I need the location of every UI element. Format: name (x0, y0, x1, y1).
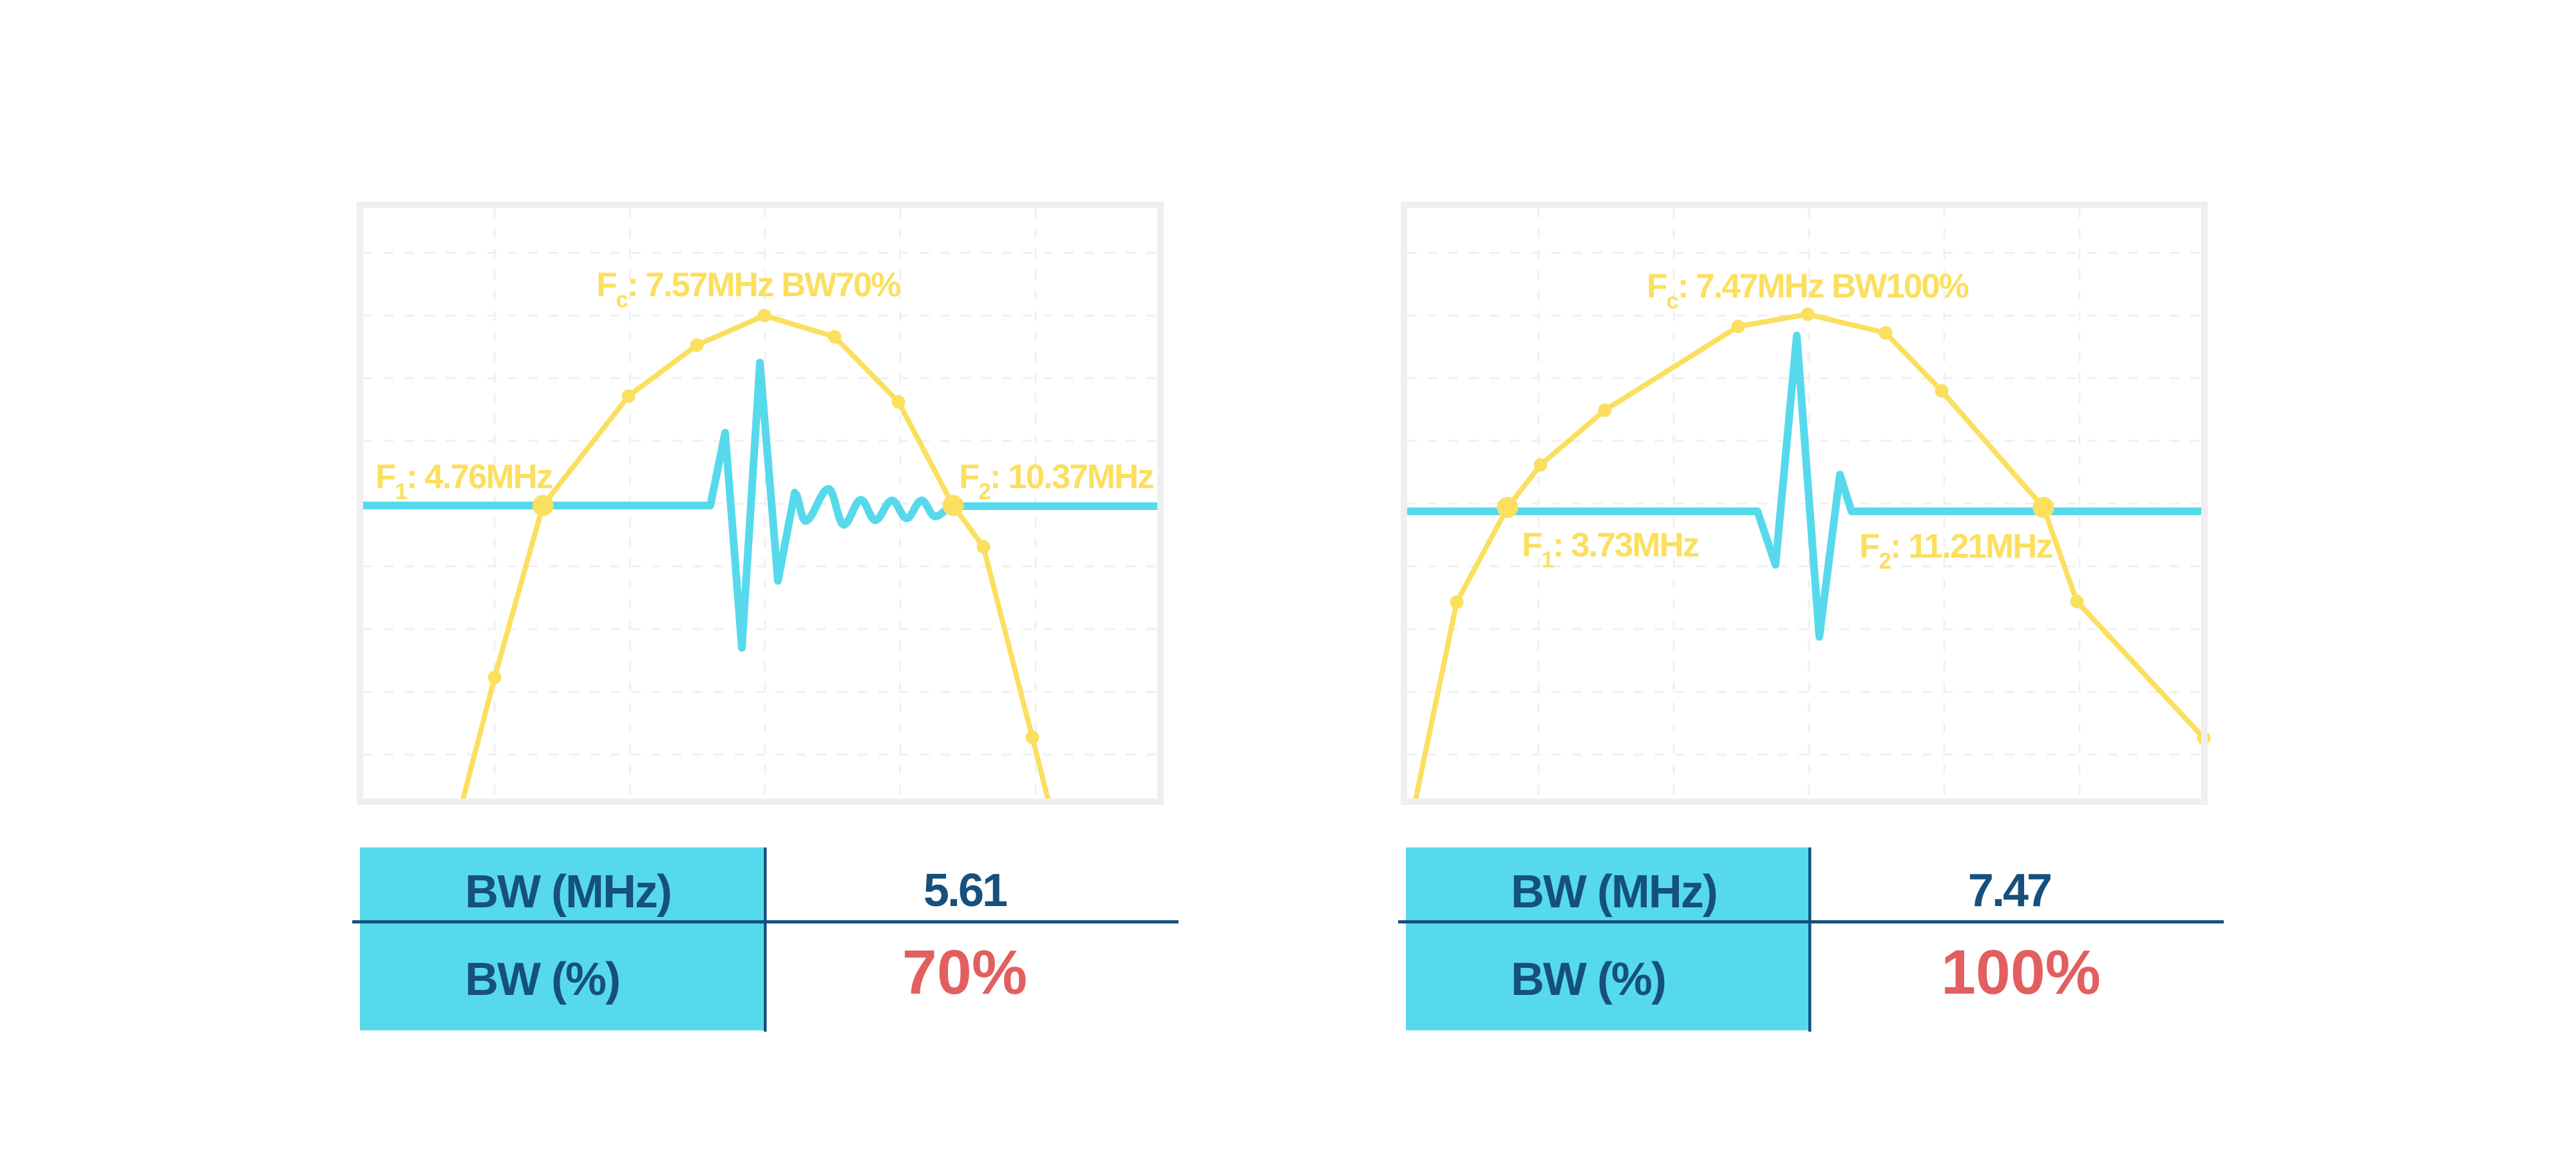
svg-text:BW (%): BW (%) (1511, 954, 1665, 1005)
svg-text:BW (MHz): BW (MHz) (465, 866, 671, 918)
svg-text:7.47: 7.47 (1968, 865, 2050, 916)
svg-text:70%: 70% (902, 937, 1027, 1007)
svg-text:BW (MHz): BW (MHz) (1511, 866, 1717, 918)
svg-text:100%: 100% (1941, 937, 2101, 1007)
svg-text:5.61: 5.61 (923, 865, 1007, 916)
svg-text:BW (%): BW (%) (465, 954, 620, 1005)
svg-text:F2: 10.37MHz: F2: 10.37MHz (959, 458, 1153, 504)
